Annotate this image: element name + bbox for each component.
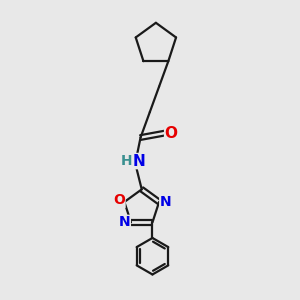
Text: H: H: [121, 154, 132, 168]
Text: N: N: [132, 154, 145, 169]
Text: N: N: [119, 215, 130, 230]
Text: O: O: [165, 126, 178, 141]
Text: O: O: [113, 194, 125, 208]
Text: N: N: [160, 195, 171, 209]
